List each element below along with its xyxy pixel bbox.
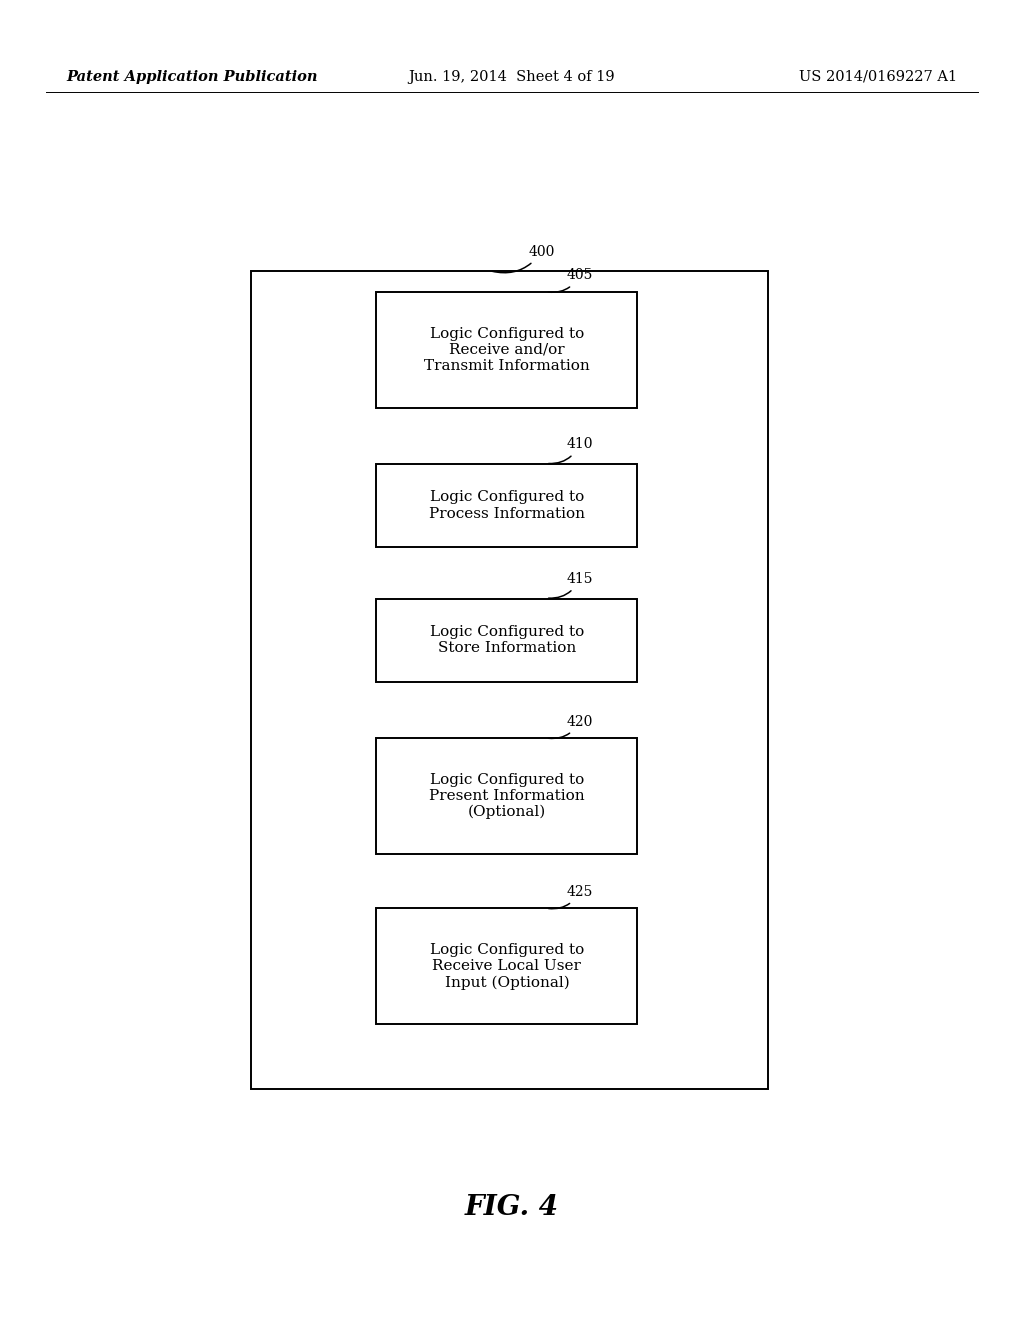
Text: Logic Configured to
Receive and/or
Transmit Information: Logic Configured to Receive and/or Trans… (424, 326, 590, 374)
Text: 425: 425 (549, 884, 593, 908)
Bar (377, 908, 637, 1024)
Text: Patent Application Publication: Patent Application Publication (67, 70, 318, 83)
Bar (251, 271, 768, 1089)
Text: 415: 415 (549, 572, 593, 598)
Text: Logic Configured to
Receive Local User
Input (Optional): Logic Configured to Receive Local User I… (430, 942, 584, 990)
Text: FIG. 4: FIG. 4 (465, 1195, 559, 1221)
Text: Logic Configured to
Present Information
(Optional): Logic Configured to Present Information … (429, 772, 585, 820)
Bar (377, 463, 637, 546)
Text: 420: 420 (549, 714, 593, 738)
Bar (377, 292, 637, 408)
Text: 405: 405 (549, 268, 593, 292)
Bar (377, 738, 637, 854)
Text: Jun. 19, 2014  Sheet 4 of 19: Jun. 19, 2014 Sheet 4 of 19 (409, 70, 615, 83)
Bar (377, 599, 637, 681)
Text: 410: 410 (549, 437, 593, 463)
Text: US 2014/0169227 A1: US 2014/0169227 A1 (800, 70, 957, 83)
Text: 400: 400 (493, 244, 555, 273)
Text: Logic Configured to
Store Information: Logic Configured to Store Information (430, 626, 584, 655)
Text: Logic Configured to
Process Information: Logic Configured to Process Information (429, 491, 585, 520)
